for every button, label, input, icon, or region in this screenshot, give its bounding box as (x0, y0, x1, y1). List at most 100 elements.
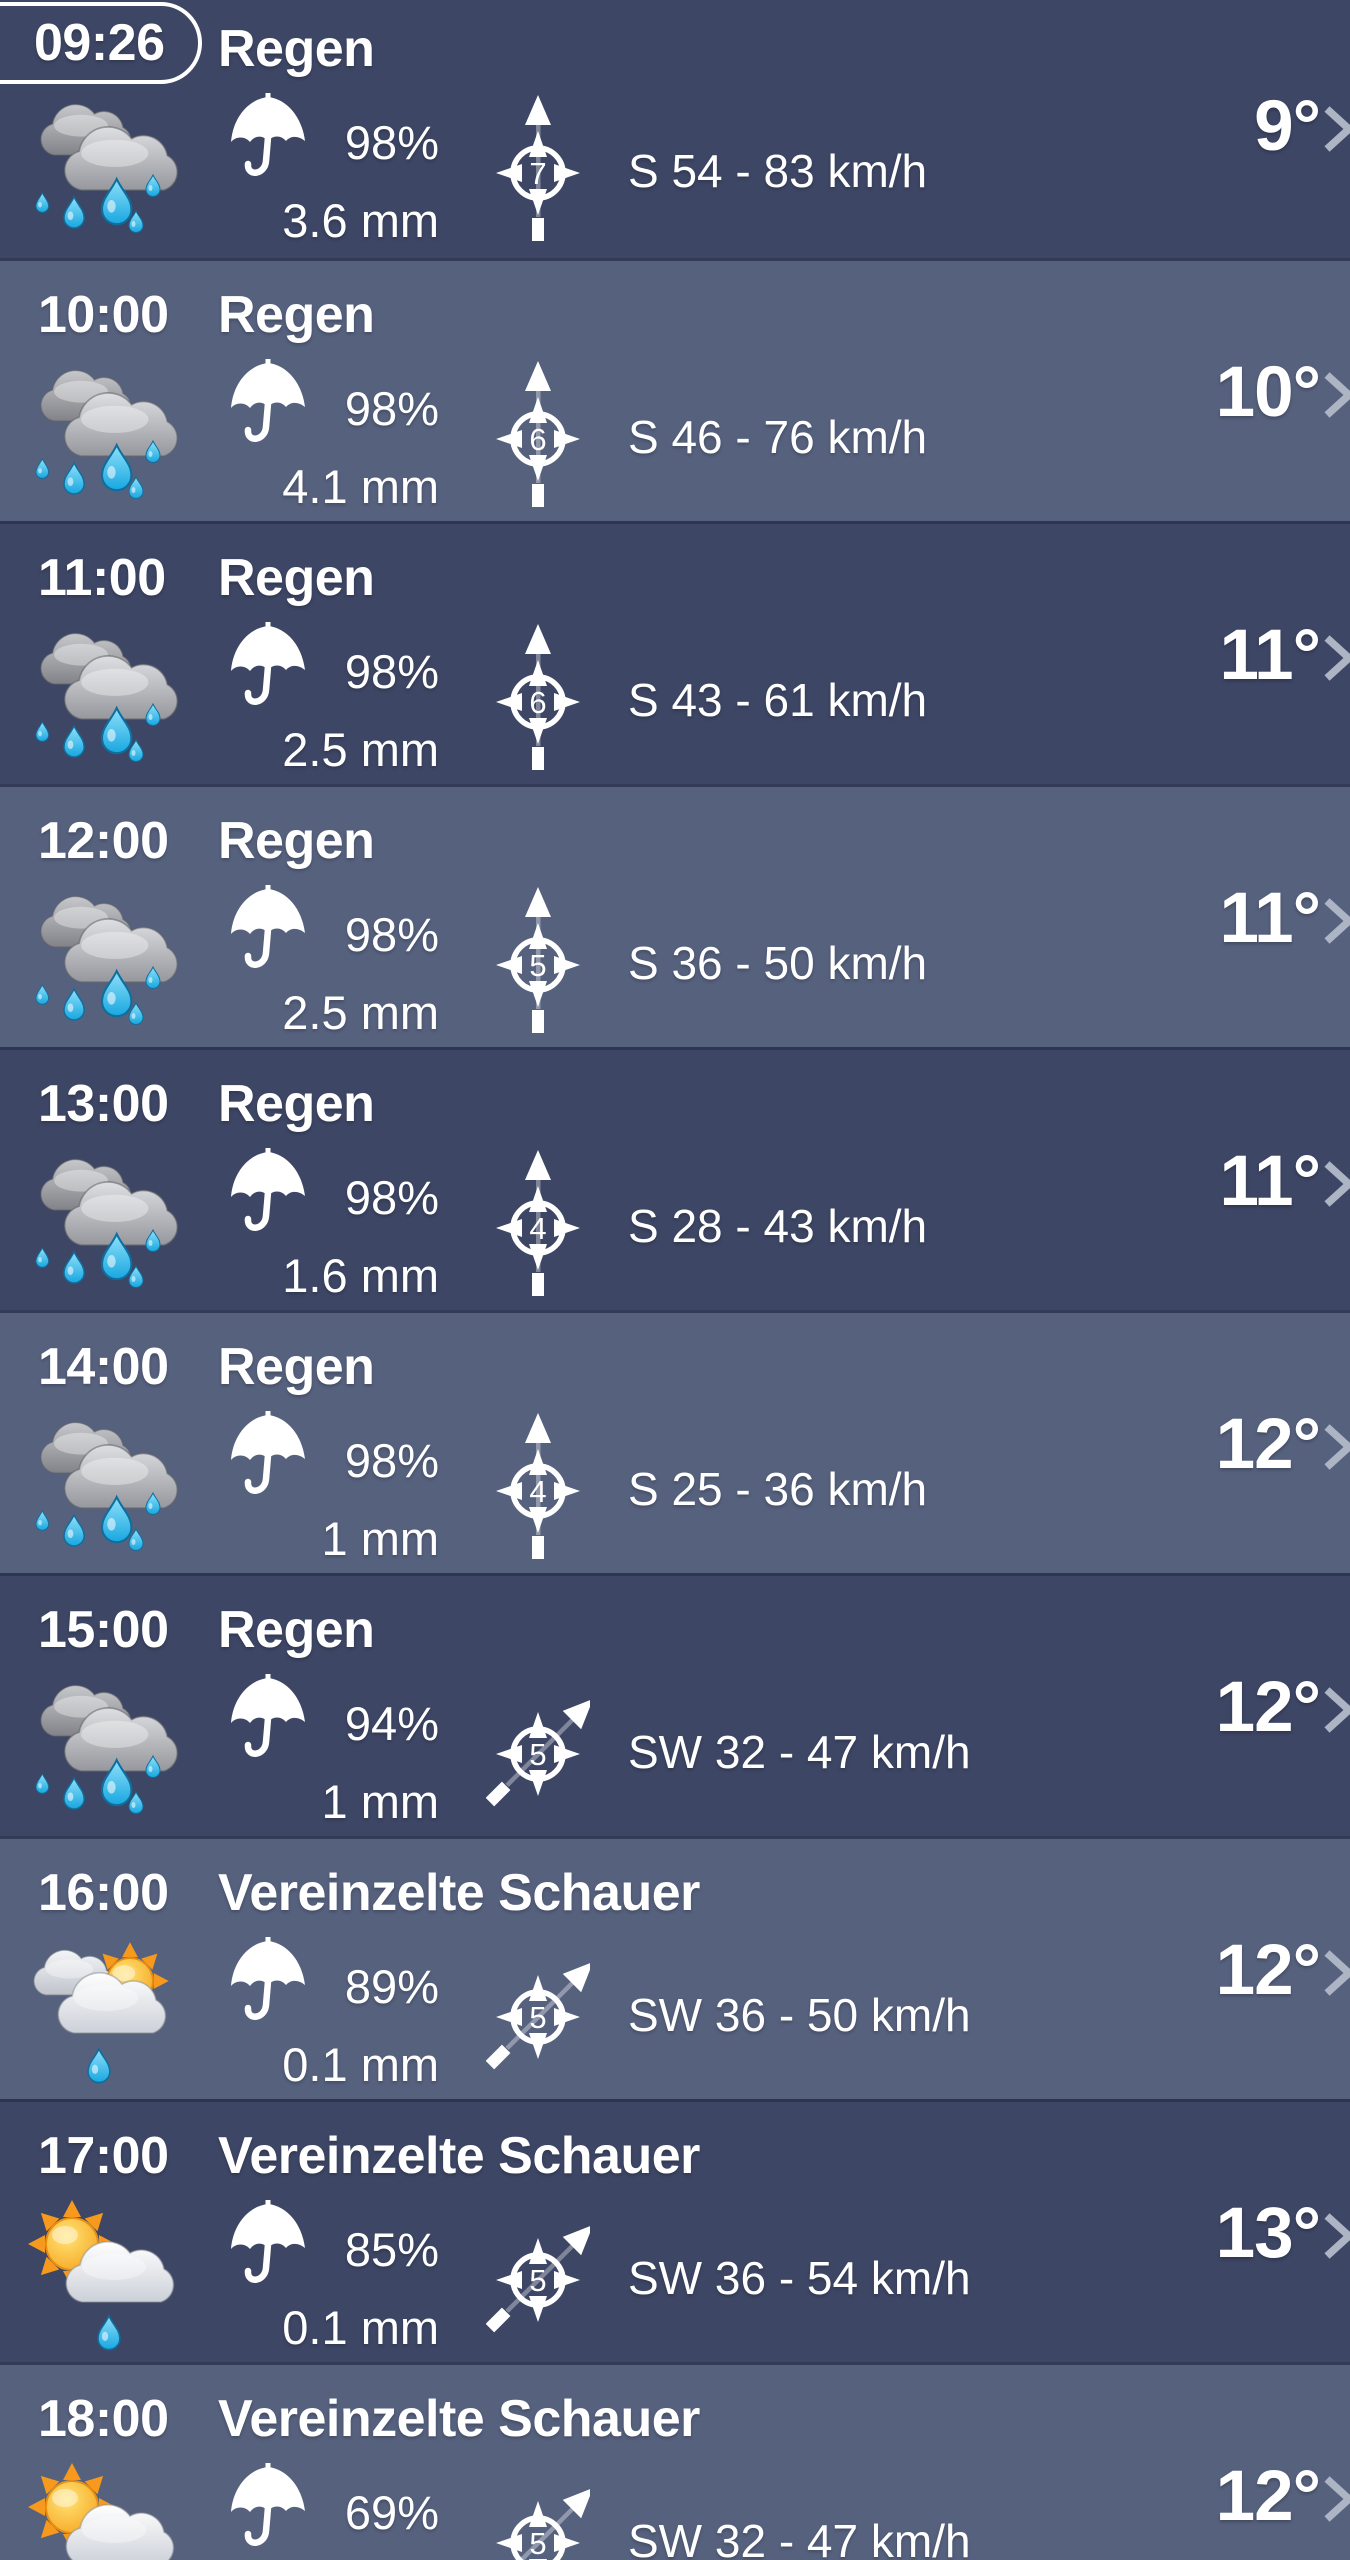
condition-label: Vereinzelte Schauer (218, 2127, 700, 2185)
precip-probability: 94% (344, 1697, 439, 1750)
chevron-right-icon[interactable] (1322, 2208, 1350, 2264)
precip-amount: 0.1 mm (282, 2038, 439, 2091)
chevron-right-icon[interactable] (1322, 630, 1350, 686)
chevron-right-icon[interactable] (1322, 101, 1350, 157)
weather-icon (26, 608, 186, 778)
wind-compass-icon: 5 (486, 877, 590, 1035)
precipitation-block: 98% 3.6 mm (227, 85, 439, 247)
temperature-label: 12° (1215, 1668, 1321, 1747)
weather-icon (26, 1660, 186, 1830)
hourly-forecast-row[interactable]: 17:00 Vereinzelte Schauer 85% 0.1 mm (0, 2099, 1350, 2362)
precip-probability: 98% (344, 908, 439, 961)
precip-amount: 3.6 mm (282, 194, 439, 247)
time-label: 17:00 (38, 2127, 169, 2185)
wind-compass-icon: 5 (485, 1929, 594, 2087)
chevron-right-icon[interactable] (1322, 1156, 1350, 1212)
precip-probability: 98% (344, 382, 439, 435)
hourly-forecast-row[interactable]: 18:00 Vereinzelte Schauer 69% (0, 2362, 1350, 2560)
umbrella-icon (227, 2197, 309, 2288)
wind-compass-icon: 7 (486, 85, 590, 243)
condition-label: Regen (218, 1601, 375, 1659)
temperature-label: 12° (1215, 1405, 1321, 1484)
precipitation-block: 98% 1.6 mm (227, 1140, 439, 1302)
beaufort-value: 4 (529, 1474, 546, 1509)
wind-label: S 46 - 76 km/h (628, 411, 928, 463)
time-label: 14:00 (38, 1338, 169, 1396)
temperature-label: 12° (1215, 2457, 1321, 2536)
precip-probability: 98% (344, 116, 439, 169)
temperature-label: 13° (1215, 2194, 1321, 2273)
time-label: 13:00 (38, 1075, 169, 1133)
condition-label: Regen (218, 549, 375, 607)
weather-icon (26, 1923, 186, 2093)
temperature-label: 11° (1219, 1142, 1321, 1221)
condition-label: Regen (218, 812, 375, 870)
precip-probability: 98% (344, 645, 439, 698)
wind-compass-icon: 5 (486, 2455, 594, 2560)
weather-icon (26, 1397, 186, 1567)
wind-compass-icon: 4 (486, 1140, 590, 1298)
chevron-right-icon[interactable] (1322, 1945, 1350, 2001)
condition-label: Regen (218, 286, 375, 344)
wind-compass-icon: 6 (486, 351, 590, 509)
chevron-right-icon[interactable] (1322, 367, 1350, 423)
precip-amount: 1 mm (321, 1512, 440, 1565)
umbrella-icon (227, 1934, 309, 2025)
hourly-forecast-row[interactable]: 11:00 Regen 98% 2.5 mm (0, 521, 1350, 784)
precip-amount: 1 mm (321, 1775, 440, 1828)
chevron-right-icon[interactable] (1322, 1419, 1350, 1475)
precipitation-block: 98% 4.1 mm (227, 351, 439, 513)
wind-compass-icon: 5 (485, 1666, 594, 1824)
wind-label: SW 36 - 50 km/h (628, 1989, 971, 2041)
beaufort-value: 5 (529, 948, 546, 983)
umbrella-icon (227, 356, 309, 447)
condition-label: Regen (218, 1338, 375, 1396)
hourly-forecast-row[interactable]: 16:00 Vereinzelte Schauer 89% 0.1 mm (0, 1836, 1350, 2099)
wind-label: S 54 - 83 km/h (628, 145, 928, 197)
weather-icon (26, 2449, 186, 2560)
precip-probability: 98% (344, 1171, 439, 1224)
time-label: 15:00 (38, 1601, 169, 1659)
condition-label: Vereinzelte Schauer (218, 2390, 700, 2448)
beaufort-value: 5 (529, 1737, 546, 1772)
umbrella-icon (227, 2460, 309, 2551)
wind-compass-icon: 4 (486, 1403, 590, 1561)
chevron-right-icon[interactable] (1322, 2471, 1350, 2527)
precipitation-block: 85% 0.1 mm (227, 2192, 439, 2354)
weather-icon (26, 2186, 186, 2356)
precip-probability: 85% (344, 2223, 439, 2276)
precipitation-block: 94% 1 mm (227, 1666, 439, 1828)
condition-label: Regen (218, 1075, 375, 1133)
umbrella-icon (227, 1408, 309, 1499)
precip-amount: 4.1 mm (282, 460, 439, 513)
umbrella-icon (227, 1671, 309, 1762)
weather-icon (26, 871, 186, 1041)
wind-label: SW 32 - 47 km/h (628, 2515, 971, 2560)
beaufort-value: 5 (529, 2000, 546, 2035)
wind-label: S 36 - 50 km/h (628, 937, 928, 989)
chevron-right-icon[interactable] (1322, 893, 1350, 949)
chevron-right-icon[interactable] (1322, 1682, 1350, 1738)
precipitation-block: 98% 1 mm (227, 1403, 439, 1565)
hourly-forecast-row[interactable]: 10:00 Regen 98% 4.1 mm (0, 258, 1350, 521)
temperature-label: 10° (1215, 353, 1321, 432)
hourly-forecast-row[interactable]: 14:00 Regen 98% 1 mm (0, 1310, 1350, 1573)
hourly-forecast-row[interactable]: 09:26 Regen 98% 3. (0, 0, 1350, 258)
wind-label: SW 36 - 54 km/h (628, 2252, 971, 2304)
time-label: 16:00 (38, 1864, 169, 1922)
wind-label: SW 32 - 47 km/h (628, 1726, 971, 1778)
beaufort-value: 5 (529, 2526, 546, 2560)
time-label: 18:00 (38, 2390, 169, 2448)
hourly-forecast-row[interactable]: 12:00 Regen 98% 2.5 mm (0, 784, 1350, 1047)
hourly-forecast-row[interactable]: 13:00 Regen 98% 1.6 mm (0, 1047, 1350, 1310)
temperature-label: 11° (1219, 879, 1321, 958)
beaufort-value: 6 (529, 422, 546, 457)
umbrella-icon (227, 90, 309, 181)
beaufort-value: 6 (529, 685, 546, 720)
wind-label: S 28 - 43 km/h (628, 1200, 928, 1252)
umbrella-icon (227, 882, 309, 973)
weather-icon (26, 345, 186, 515)
precipitation-block: 98% 2.5 mm (227, 614, 439, 776)
hourly-forecast-row[interactable]: 15:00 Regen 94% 1 mm (0, 1573, 1350, 1836)
